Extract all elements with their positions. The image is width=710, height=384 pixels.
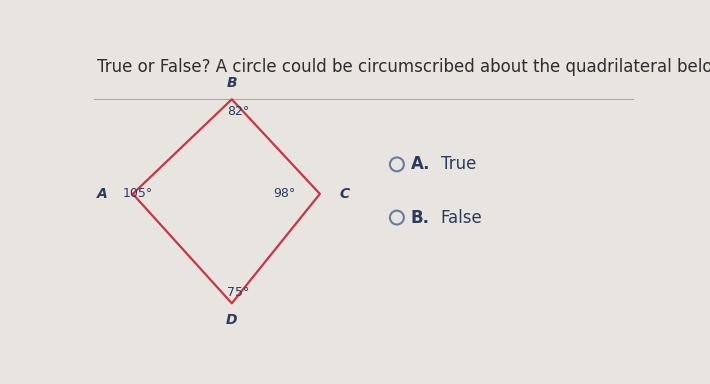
- Text: A: A: [97, 187, 108, 201]
- Text: 105°: 105°: [123, 187, 153, 200]
- Text: B: B: [226, 76, 237, 90]
- Text: True: True: [441, 156, 476, 173]
- Text: True or False? A circle could be circumscribed about the quadrilateral below: True or False? A circle could be circums…: [97, 58, 710, 76]
- Text: D: D: [226, 313, 238, 326]
- Text: C: C: [339, 187, 350, 201]
- Text: 98°: 98°: [273, 187, 295, 200]
- Text: False: False: [441, 209, 483, 227]
- Text: 82°: 82°: [227, 104, 249, 118]
- Text: 75°: 75°: [227, 286, 250, 300]
- Text: A.: A.: [410, 156, 430, 173]
- Text: B.: B.: [410, 209, 430, 227]
